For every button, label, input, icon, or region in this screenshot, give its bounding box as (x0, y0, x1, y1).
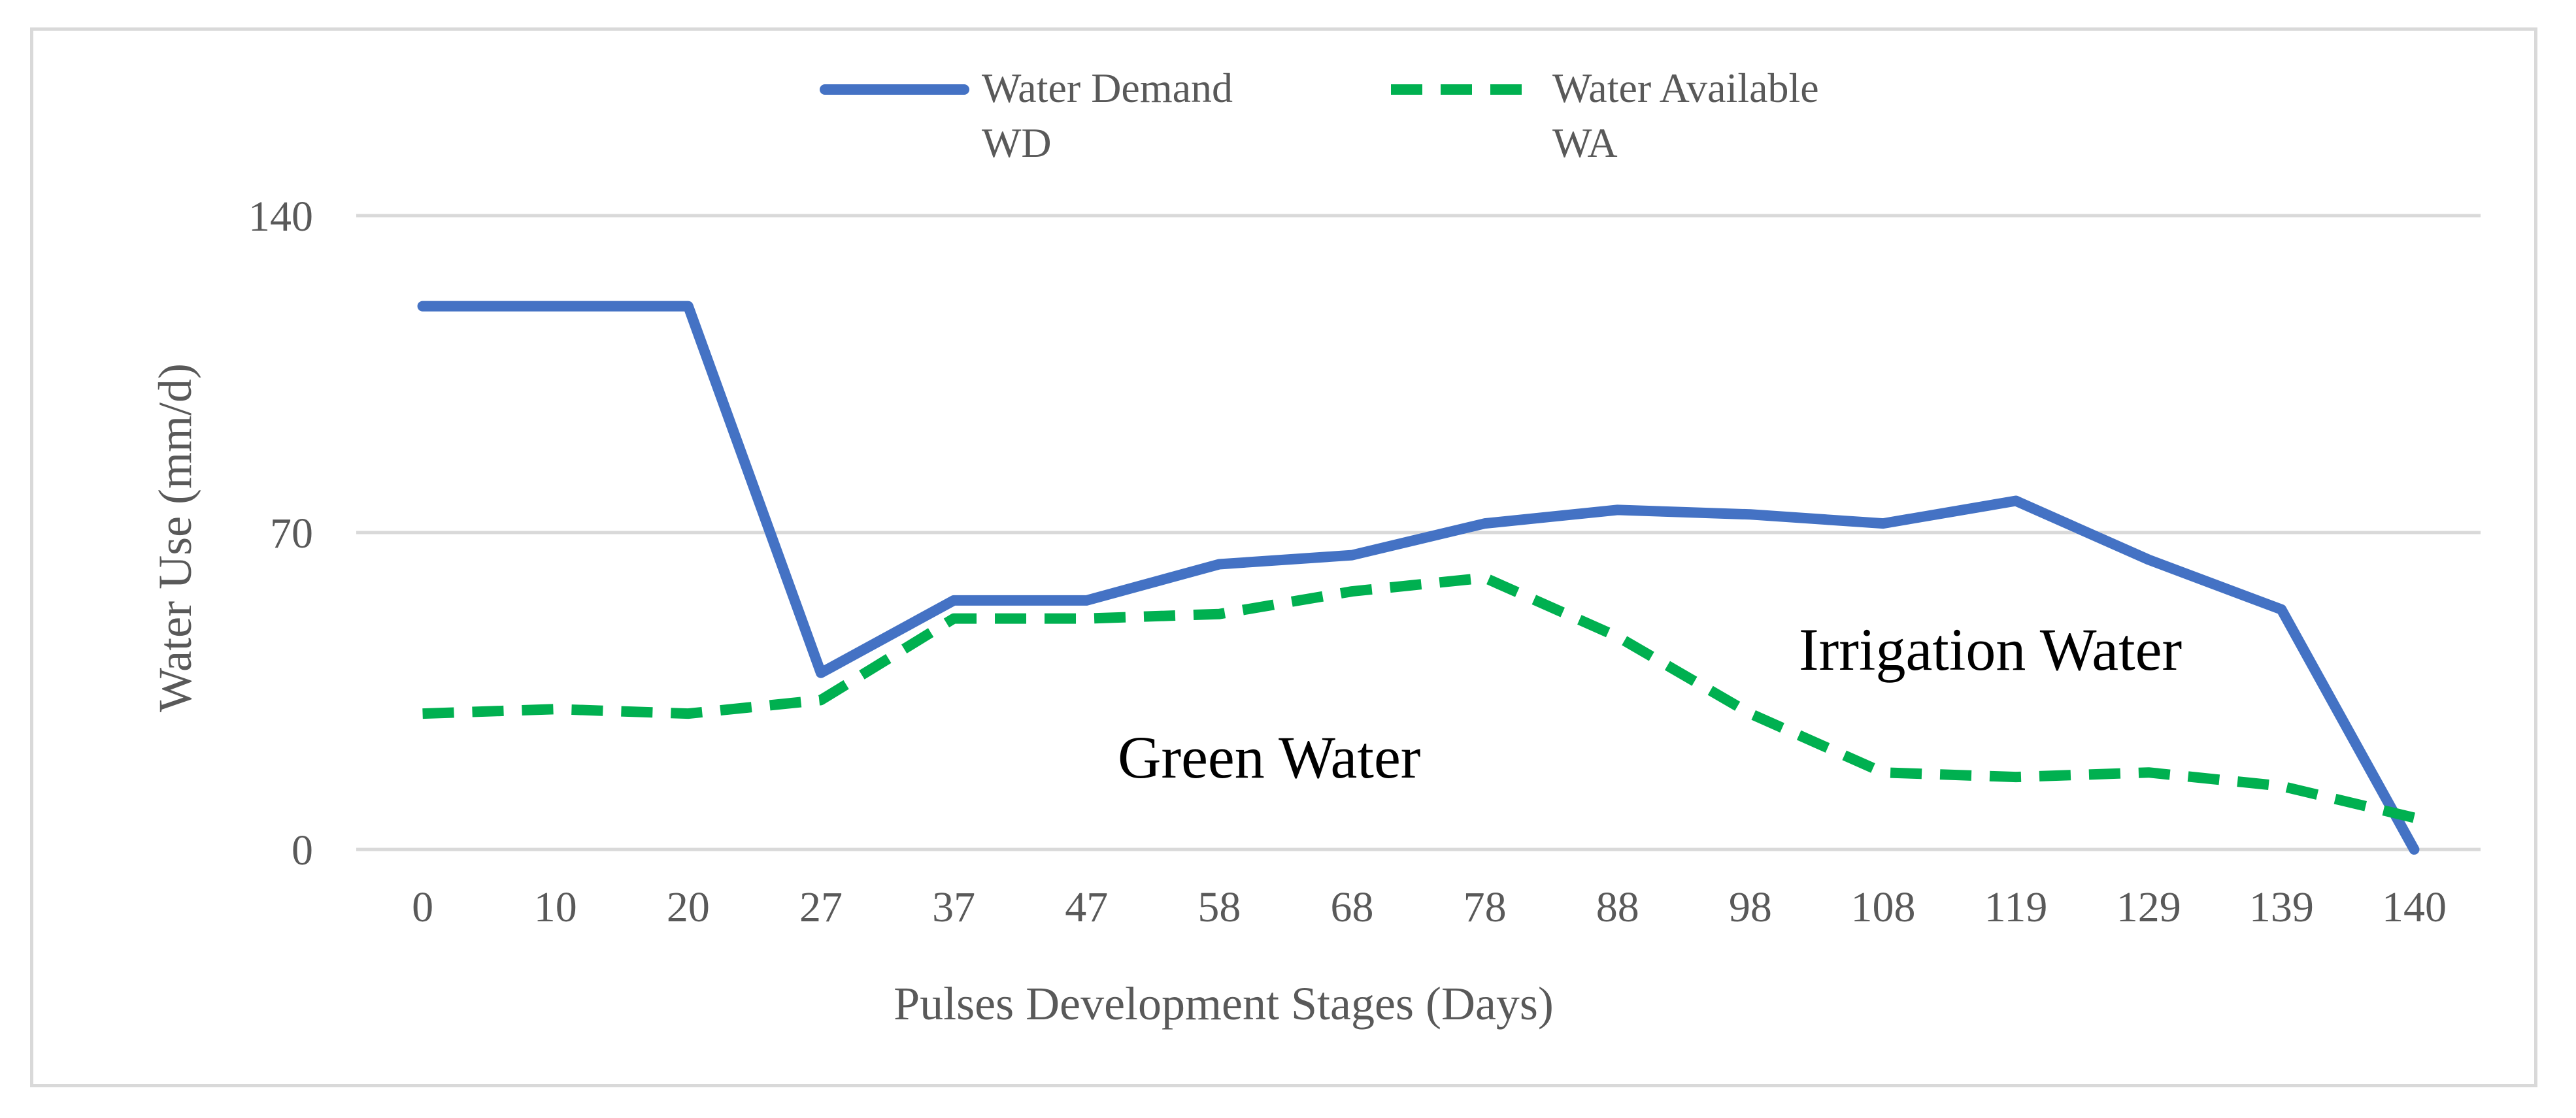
annotation-irrigation-water: Irrigation Water (1799, 616, 2182, 683)
x-tick-label: 58 (1197, 883, 1241, 931)
x-tick-label: 20 (667, 883, 710, 931)
annotation-green-water: Green Water (1118, 724, 1420, 791)
x-axis-title: Pulses Development Stages (Days) (894, 978, 1554, 1030)
x-tick-labels: 0 10 20 27 37 47 58 68 78 88 98 108 119 129 139 140 (412, 883, 2447, 931)
y-tick-labels: 0 70 140 (248, 193, 313, 874)
gridlines (356, 214, 2481, 851)
legend-label-water-available: Water Available (1552, 65, 1819, 111)
x-tick-label: 88 (1596, 883, 1639, 931)
series-line-water-demand (417, 301, 2420, 855)
x-tick-label: 78 (1464, 883, 1507, 931)
x-tick-label: 10 (534, 883, 577, 931)
legend: Water Demand WD Water Available WA (820, 65, 1819, 166)
x-tick-label: 68 (1330, 883, 1373, 931)
x-tick-label: 0 (412, 883, 433, 931)
x-tick-label: 108 (1850, 883, 1915, 931)
x-tick-label: 98 (1729, 883, 1772, 931)
y-tick-label: 140 (248, 193, 313, 240)
x-tick-label: 37 (932, 883, 975, 931)
series-line-water-available (422, 572, 2416, 823)
x-tick-label: 139 (2249, 883, 2314, 931)
legend-label-water-demand: Water Demand (982, 65, 1233, 111)
x-tick-label: 47 (1065, 883, 1108, 931)
x-tick-label: 119 (1984, 883, 2048, 931)
legend-label-water-demand-abbr: WD (982, 120, 1052, 166)
y-axis-title: Water Use (mm/d) (149, 363, 201, 712)
x-tick-label: 140 (2382, 883, 2447, 931)
y-tick-label: 0 (292, 827, 313, 874)
x-tick-label: 27 (799, 883, 843, 931)
x-tick-label: 129 (2116, 883, 2181, 931)
series-lines (417, 301, 2420, 855)
legend-label-water-available-abbr: WA (1552, 120, 1618, 166)
y-tick-label: 70 (270, 510, 313, 557)
